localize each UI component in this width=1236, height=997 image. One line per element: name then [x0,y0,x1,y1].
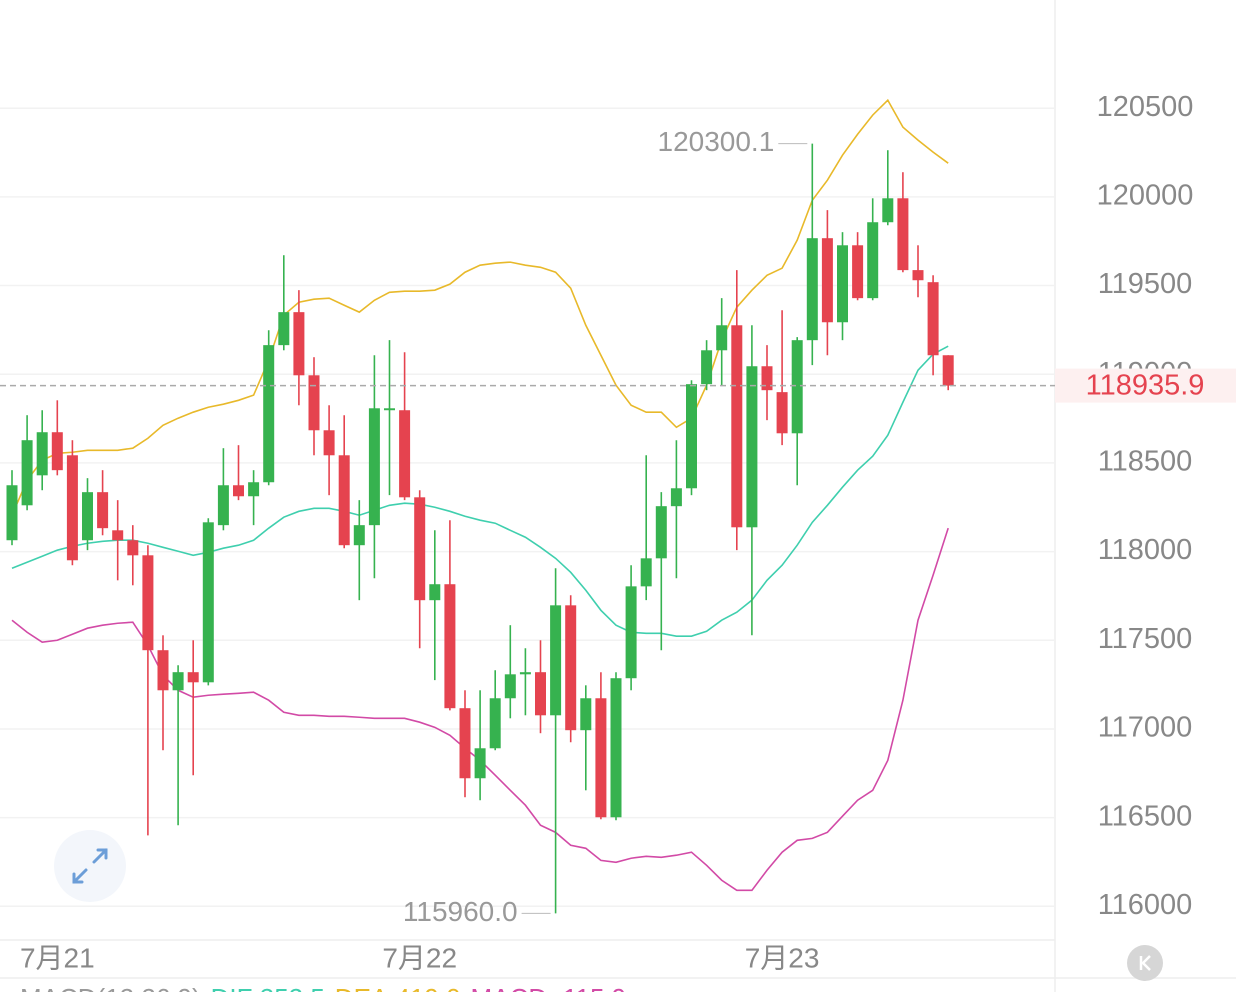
scroll-latest-bg[interactable] [1127,945,1163,981]
y-tick-label: 117000 [1098,712,1193,744]
candle-body [746,366,758,528]
y-tick-label: 120000 [1097,180,1194,212]
candle-body [51,432,63,471]
max-label: 120300.1 [658,126,775,157]
candle-body [670,488,682,507]
y-tick-label: 120500 [1097,91,1194,123]
candle-body [36,432,48,476]
expand-button[interactable] [54,830,126,902]
candle-body [565,605,577,731]
candle-body [157,650,169,691]
x-tick-label: 7月22 [382,942,457,973]
candle-body [897,198,909,271]
y-tick-label: 116000 [1098,889,1193,921]
candle-body [489,698,501,749]
candle-body [233,485,244,497]
candle-body [187,672,199,683]
candle-body [278,312,290,346]
expand-icon[interactable] [72,848,108,884]
candle-body [308,375,320,431]
indicator-legend-item: DEA:419.0 [335,983,461,992]
x-tick-label: 7月23 [745,942,820,973]
candle-body [927,282,939,356]
candle-body [414,497,426,601]
candle-body [399,410,411,498]
scroll-latest-button[interactable] [1127,945,1163,981]
candle-body [806,238,818,341]
candle-body [821,238,833,323]
candle-body [66,455,78,561]
y-tick-label: 118000 [1098,534,1193,566]
candle-body [791,340,803,434]
y-tick-label: 117500 [1098,623,1193,655]
candle-body [353,525,365,546]
indicator-legend-item: MACD:-115.9 [471,983,627,992]
candle-body [580,698,592,731]
candle-body [625,586,637,679]
candle-body [429,584,441,601]
candle-body [248,482,260,497]
candle-body [97,492,109,529]
candle-body [21,440,33,506]
candle-body [640,558,652,587]
y-tick-label: 119500 [1098,268,1193,300]
candle-body [368,408,380,526]
min-label: 115960.0 [403,896,518,927]
candle-body [293,312,305,376]
candle-body [6,485,18,541]
candle-body [112,530,124,541]
candle-body [263,345,275,483]
candle-body [731,325,743,528]
scroll-latest-icon[interactable] [1139,955,1151,971]
x-tick-label: 7月21 [20,942,95,973]
band-line [11,98,949,516]
candle-body [519,672,531,675]
candle-body [595,698,607,818]
band-line [11,345,949,637]
candle-body [202,522,214,683]
candle-body [912,270,924,281]
indicator-legend: MACD(12,26,9) DIF:352.5 DEA:419.0 MACD:-115… [20,983,626,992]
candle-body [338,455,350,546]
expand-button-bg[interactable] [54,830,126,902]
candle-body [444,584,456,709]
candle-body [942,355,954,386]
candle-body [882,198,894,223]
indicator-legend-item: DIF:352.5 [211,983,325,992]
candle-body [127,540,139,556]
candle-body [142,555,154,651]
candle-body [82,492,93,541]
y-tick-label: 118500 [1098,446,1193,478]
candle-body [837,245,848,323]
candle-body [852,245,864,299]
candle-body [384,408,395,411]
candle-body [686,384,697,489]
candle-body [761,366,773,391]
indicator-legend-item: MACD(12,26,9) [20,983,201,992]
last-price-label: 118935.9 [1086,369,1205,401]
candle-body [610,678,622,818]
candle-body [459,708,471,779]
candle-body [172,672,184,691]
candle-body [776,392,788,434]
candle-body [504,674,516,699]
candle-body [716,325,728,351]
candle-body [701,350,713,385]
candle-body [535,672,546,716]
y-tick-label: 116500 [1098,800,1193,832]
candle-body [867,222,879,299]
candle-body [323,430,335,456]
candle-body [550,605,562,716]
last-price-box [1055,368,1236,403]
candle-body [474,748,486,779]
candle-body [217,485,229,526]
candle-body [655,506,667,559]
